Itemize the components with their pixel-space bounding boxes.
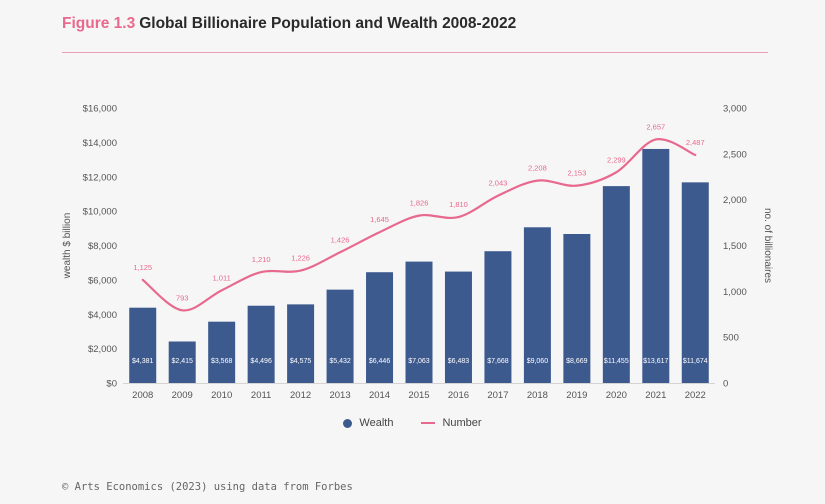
line-value-label: 2,487 [686,138,705,147]
legend-item-number: Number [421,417,482,429]
x-tick-label: 2014 [369,390,390,401]
bar-value-label: $8,669 [566,358,588,365]
x-tick-label: 2015 [408,390,429,401]
line-value-label: 1,826 [410,199,429,208]
line-value-label: 2,043 [489,179,508,188]
bar-wealth [247,305,275,383]
bar-wealth [366,272,394,383]
y-tick-label: $16,000 [83,104,117,115]
bar-value-label: $11,674 [683,358,708,365]
y-tick-label: $6,000 [88,275,117,286]
y2-tick-label: 1,500 [723,241,747,252]
line-value-label: 793 [176,293,189,302]
y2-tick-label: 2,000 [723,195,747,206]
y-axis-label: wealth $ billion [62,213,73,280]
bar-value-label: $6,483 [448,358,470,365]
x-tick-label: 2017 [487,390,508,401]
bar-value-label: $13,617 [643,358,668,365]
x-tick-label: 2008 [132,390,153,401]
line-value-label: 1,011 [213,273,231,282]
bar-wealth [484,251,512,383]
line-value-label: 1,125 [133,263,152,272]
title-text: Global Billionaire Population and Wealth… [139,15,517,32]
bar-value-label: $7,668 [487,358,509,365]
line-value-label: 1,226 [291,254,310,263]
x-tick-label: 2018 [527,390,548,401]
x-tick-label: 2013 [329,390,350,401]
chart-title: Figure 1.3 Global Billionaire Population … [62,15,516,33]
y-tick-label: $12,000 [83,172,117,183]
x-tick-label: 2021 [645,390,666,401]
legend-label-wealth: Wealth [359,417,394,429]
line-value-label: 2,153 [567,169,586,178]
bar-wealth [326,289,354,383]
y-tick-label: $8,000 [88,241,117,252]
x-tick-label: 2011 [251,390,271,401]
y2-tick-label: 2,500 [723,149,747,160]
line-value-label: 2,208 [528,164,547,173]
x-tick-label: 2009 [172,390,193,401]
bar-value-label: $3,568 [211,358,233,365]
bar-wealth [523,227,551,383]
bar-wealth [208,321,236,383]
legend-item-wealth: Wealth [343,417,393,429]
bar-wealth [405,261,433,383]
x-tick-label: 2012 [290,390,311,401]
bar-wealth [287,304,315,383]
y-tick-label: $2,000 [88,344,117,355]
legend-label-number: Number [442,417,482,429]
x-tick-label: 2010 [211,390,232,401]
legend: Wealth Number [0,417,825,429]
y-tick-label: $4,000 [88,310,117,321]
bar-value-label: $11,455 [604,358,629,365]
bar-value-label: $9,060 [527,358,549,365]
y2-tick-label: 0 [723,379,728,390]
y-tick-label: $0 [106,379,117,390]
y2-axis-label: no. of billionaires [762,208,773,283]
bar-line-chart: $0 $2,000 $4,000 $6,000 $8,000 $10,000 $12,000… [62,104,773,402]
bar-wealth [444,271,472,383]
line-value-label: 1,645 [370,215,389,224]
y-tick-label: $10,000 [83,207,117,218]
legend-swatch-wealth [343,418,353,428]
bar-wealth [642,148,670,383]
y2-tick-label: 500 [723,333,739,344]
bar-value-label: $5,432 [329,358,351,365]
y2-tick-label: 3,000 [723,104,747,115]
x-tick-label: 2020 [606,390,627,401]
title-divider [62,52,768,53]
bar-value-label: $4,381 [132,358,154,365]
line-value-label: 1,810 [449,200,468,209]
legend-swatch-number [421,422,436,424]
bar-wealth [681,182,709,383]
y2-tick-label: 1,000 [723,287,747,298]
line-value-label: 1,426 [331,235,350,244]
bar-value-label: $7,063 [408,358,430,365]
line-value-label: 1,210 [252,255,271,264]
bar-wealth [563,234,591,383]
line-value-label: 2,299 [607,155,626,164]
bar-value-label: $4,575 [290,358,312,365]
source-note: © Arts Economics (2023) using data from … [62,481,353,493]
line-value-label: 2,657 [646,122,665,131]
y-tick-label: $14,000 [83,138,117,149]
x-tick-label: 2016 [448,390,469,401]
line-number [141,138,697,312]
x-tick-label: 2022 [685,390,706,401]
bar-value-label: $2,415 [171,358,193,365]
figure-label: Figure 1.3 [62,15,136,32]
bar-wealth [129,307,157,383]
x-tick-label: 2019 [566,390,587,401]
bar-value-label: $6,446 [369,358,391,365]
bar-wealth [602,186,630,383]
bar-value-label: $4,496 [250,358,272,365]
bar-wealth [168,341,196,383]
